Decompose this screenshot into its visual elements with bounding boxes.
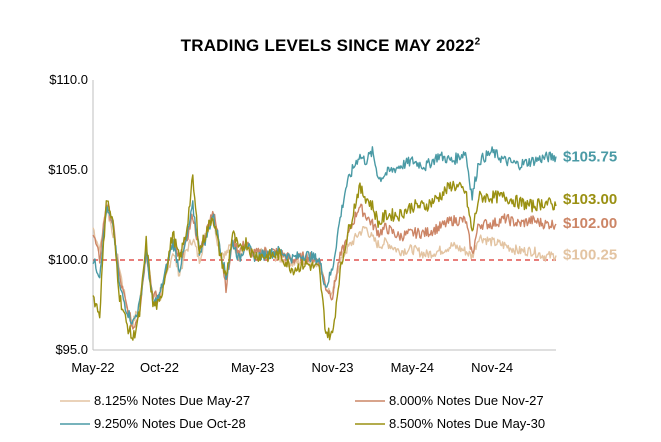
x-tick-label: Nov-23 [312,360,354,375]
series-line-4 [92,174,557,341]
series-end-label: $105.75 [563,149,617,166]
y-tick-label: $100.0 [48,252,88,267]
x-tick-label: May-23 [231,360,274,375]
series-line-3 [92,146,557,325]
series-end-label: $100.25 [563,247,617,264]
chart-title-text: TRADING LEVELS SINCE MAY 2022 [180,36,475,55]
legend-entry: 9.250% Notes Due Oct-28 [94,416,246,431]
y-axis-tick-labels: $95.0 $100.0 $105.0 $110.0 [48,72,88,357]
chart-title: TRADING LEVELS SINCE MAY 20222 [0,36,661,56]
chart-title-footnote: 2 [474,36,481,48]
y-tick-label: $110.0 [49,72,88,87]
chart-legend: 8.125% Notes Due May-27 8.000% Notes Due … [60,393,545,431]
series-lines [92,146,557,341]
legend-entry: 8.500% Notes Due May-30 [389,416,545,431]
series-end-labels: $100.25 $102.00 $105.75 $103.00 [563,149,617,264]
x-tick-label: May-24 [391,360,434,375]
x-tick-label: Nov-24 [471,360,513,375]
legend-entry: 8.125% Notes Due May-27 [94,393,250,408]
x-axis-tick-labels: May-22 Oct-22 May-23 Nov-23 May-24 Nov-24 [71,360,513,375]
x-tick-label: May-22 [71,360,114,375]
series-end-label: $103.00 [563,191,617,208]
series-end-label: $102.00 [563,215,617,232]
chart-axes [92,80,556,351]
x-tick-label: Oct-22 [140,360,179,375]
y-tick-label: $105.0 [48,162,88,177]
legend-entry: 8.000% Notes Due Nov-27 [389,393,544,408]
y-tick-label: $95.0 [55,342,88,357]
